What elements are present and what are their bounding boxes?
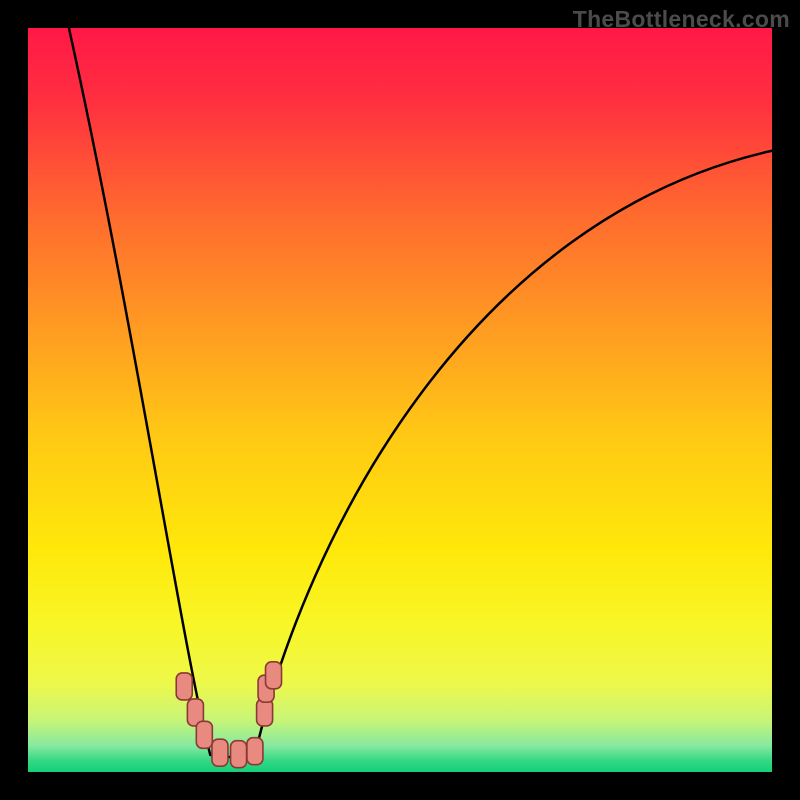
canvas-root: TheBottleneck.com: [0, 0, 800, 800]
data-marker: [196, 721, 212, 748]
data-marker: [266, 662, 282, 689]
data-marker: [247, 738, 263, 765]
plot-svg: [28, 28, 772, 772]
data-marker: [212, 739, 228, 766]
data-marker: [176, 673, 192, 700]
plot-background: [28, 28, 772, 772]
data-marker: [231, 741, 247, 768]
data-marker: [257, 699, 273, 726]
plot-area: [28, 28, 772, 772]
